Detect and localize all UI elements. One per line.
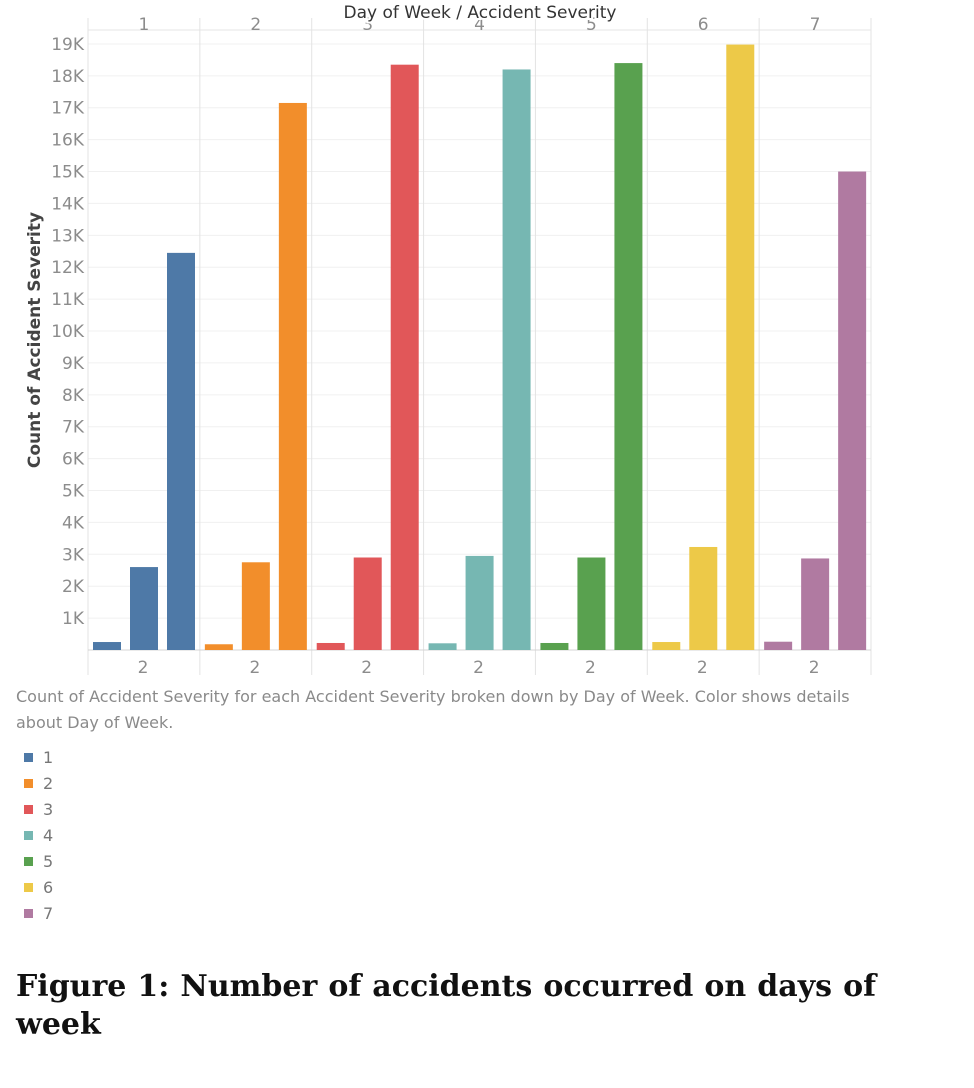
legend-label: 7 (43, 903, 54, 923)
legend-label: 3 (43, 799, 54, 819)
legend-swatch (24, 856, 33, 866)
y-tick-label: 16K (51, 131, 85, 151)
bar (93, 642, 121, 650)
legend-label: 4 (43, 825, 54, 845)
legend-label: 5 (43, 851, 54, 871)
y-tick-label: 9K (62, 354, 85, 374)
y-tick-label: 8K (62, 386, 85, 406)
bar (278, 102, 307, 650)
legend-item[interactable]: 7 (24, 900, 53, 926)
y-tick-label: 19K (51, 35, 85, 55)
bar (390, 64, 419, 650)
bar (652, 642, 681, 650)
panel-header-label: 1 (139, 15, 150, 35)
bar (801, 558, 830, 650)
panel-header-label: 3 (362, 15, 373, 35)
y-tick-label: 10K (51, 322, 85, 342)
bar (502, 69, 531, 650)
x-tick-label: 2 (585, 658, 596, 678)
x-tick-label: 2 (138, 658, 149, 678)
legend-item[interactable]: 1 (24, 744, 53, 770)
bar (130, 567, 158, 650)
y-tick-label: 13K (51, 226, 85, 246)
y-tick-label: 7K (62, 418, 85, 438)
y-tick-label: 12K (51, 258, 85, 278)
bar-chart: 1K 2K 3K 4K 5K 6K 7K 8K 9K 10K 11K 12K 13K 14K 15K 16K 1… (25, 1, 872, 678)
panel-header-label: 4 (474, 15, 485, 35)
legend-swatch (24, 882, 33, 892)
y-tick-label: 18K (51, 67, 85, 87)
bar (353, 557, 382, 650)
legend-swatch (24, 908, 33, 918)
y-tick-label: 14K (51, 194, 85, 214)
bar (465, 555, 494, 650)
panel-header-label: 2 (250, 15, 261, 35)
chart-caption: Count of Accident Severity for each Acci… (16, 687, 850, 732)
x-tick-label: 2 (249, 658, 260, 678)
legend-item[interactable]: 2 (24, 770, 53, 796)
panel-header-label: 6 (698, 15, 709, 35)
y-axis-label: Count of Accident Severity (25, 212, 45, 468)
legend-item[interactable]: 6 (24, 874, 53, 900)
legend-swatch (24, 830, 33, 840)
bar (689, 546, 718, 650)
legend-swatch (24, 778, 33, 788)
y-tick-label: 4K (62, 513, 85, 533)
bar (241, 562, 270, 650)
bar (204, 644, 233, 650)
y-tick-label: 11K (51, 290, 85, 310)
figure-caption: Figure 1: Number of accidents occurred o… (16, 969, 876, 1042)
bar (428, 643, 457, 650)
legend-label: 2 (43, 773, 54, 793)
y-tick-label: 1K (62, 609, 85, 629)
bar (577, 557, 606, 650)
x-tick-label: 2 (809, 658, 820, 678)
panel-header-label: 5 (586, 15, 597, 35)
legend-label: 1 (43, 747, 54, 767)
y-tick-label: 2K (62, 577, 85, 597)
legend-swatch (24, 804, 33, 814)
legend: 1 2 3 4 5 6 7 (24, 744, 53, 926)
legend-item[interactable]: 3 (24, 796, 53, 822)
bar (316, 642, 345, 650)
bar (167, 252, 195, 650)
y-tick-label: 5K (62, 482, 85, 502)
y-tick-label: 3K (62, 545, 85, 565)
legend-swatch (24, 752, 33, 762)
legend-label: 6 (43, 877, 54, 897)
bar (614, 63, 643, 651)
bar (764, 641, 793, 650)
bar (540, 642, 569, 650)
x-tick-label: 2 (361, 658, 372, 678)
bar (726, 44, 755, 650)
y-tick-label: 15K (51, 163, 85, 183)
x-tick-label: 2 (473, 658, 484, 678)
bar (838, 171, 867, 651)
panel-header-label: 7 (810, 15, 821, 35)
y-tick-label: 17K (51, 99, 85, 119)
legend-item[interactable]: 4 (24, 822, 53, 848)
chart-title: Day of Week / Accident Severity (344, 3, 617, 23)
y-tick-label: 6K (62, 450, 85, 470)
legend-item[interactable]: 5 (24, 848, 53, 874)
x-tick-label: 2 (697, 658, 708, 678)
